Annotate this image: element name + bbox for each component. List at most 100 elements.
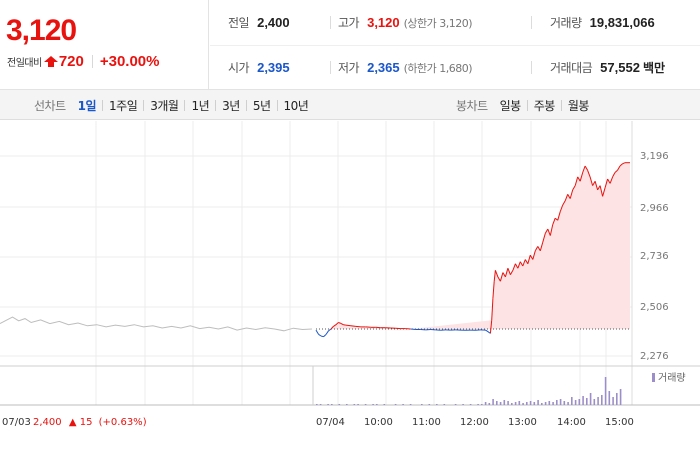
amount-value: 57,552 — [600, 60, 640, 75]
volume-bar — [394, 404, 397, 405]
volume-bar — [514, 402, 517, 405]
volume-bar — [507, 401, 509, 405]
volume-bar — [484, 402, 487, 405]
volume-bar — [518, 401, 521, 405]
candle-chart-title: 봉차트 — [456, 98, 488, 113]
candle-monthly[interactable]: 월봉 — [567, 98, 590, 113]
price-segment-up — [532, 250, 536, 260]
volume-bar — [503, 400, 506, 405]
row-divider — [210, 45, 700, 46]
volume-cell: 거래량 19,831,066 — [550, 0, 655, 45]
volume-bar — [327, 404, 329, 405]
volume-bar — [604, 377, 607, 405]
volume-bar — [522, 403, 524, 405]
volume-bar — [511, 403, 513, 405]
price-segment-up — [587, 170, 591, 178]
volume-bar — [353, 404, 356, 405]
volume-bar — [616, 393, 618, 405]
price-segment-up — [514, 263, 519, 269]
high-value: 3,120 — [367, 15, 400, 30]
volume-bar — [574, 400, 577, 405]
x-tick-label: 11:00 — [412, 417, 441, 428]
volume-bar — [421, 404, 423, 405]
price-segment-up — [499, 272, 504, 282]
divider — [215, 99, 217, 111]
range-5y[interactable]: 5년 — [252, 98, 271, 113]
divider — [560, 99, 562, 111]
price-segment-up — [507, 268, 511, 275]
price-segment-up — [489, 320, 493, 334]
price-segment-up — [519, 261, 524, 267]
volume-legend: 거래량 — [652, 372, 686, 384]
volume-bar — [586, 398, 588, 405]
price-segment-up — [494, 270, 499, 278]
price-segment-up — [559, 204, 564, 212]
price-segment-up — [579, 172, 584, 182]
volume-bar — [526, 402, 528, 405]
price-segment-up — [524, 259, 529, 265]
prev-day-close: 2,400 — [33, 417, 62, 428]
price-series — [0, 162, 630, 338]
change-amount: 720 — [58, 53, 84, 70]
volume-bar — [571, 397, 573, 405]
candle-weekly[interactable]: 주봉 — [533, 98, 556, 113]
price-segment-up — [522, 259, 526, 267]
intraday-price-chart: 3,196 2,966 2,736 2,506 2,276 거래량 07/03 … — [0, 121, 700, 428]
low-value: 2,365 — [367, 60, 400, 75]
range-3m[interactable]: 3개월 — [150, 98, 179, 113]
price-segment-up — [604, 178, 609, 188]
price-segment-up — [614, 169, 618, 173]
upper-limit: (상한가 3,120) — [403, 16, 473, 30]
stock-summary: 3,120 전일대비 720 +30.00% 전일 2,400 고가 3,120… — [0, 0, 700, 90]
volume-bar — [552, 402, 554, 405]
prev-day-arrow: ▲ — [69, 417, 77, 428]
volume-legend-label: 거래량 — [658, 372, 686, 384]
range-1d[interactable]: 1일 — [77, 98, 97, 113]
volume-bar — [376, 404, 378, 405]
volume-bar — [544, 402, 547, 405]
low-label: 저가 — [338, 61, 360, 75]
price-segment-up — [539, 241, 544, 251]
volume-bar — [612, 397, 614, 405]
divider — [526, 99, 528, 111]
volume-bar — [357, 404, 359, 405]
volume-bar — [578, 399, 581, 405]
volume-bar — [316, 404, 318, 405]
candle-daily[interactable]: 일봉 — [499, 98, 522, 113]
y-axis-ticks: 3,196 2,966 2,736 2,506 2,276 — [640, 151, 669, 362]
x-axis-ticks: 07/03 07/04 10:00 11:00 12:00 13:00 14:0… — [2, 417, 634, 428]
prev-close-value: 2,400 — [257, 15, 290, 30]
y-tick-label: 2,736 — [640, 251, 669, 262]
change-rate: +30.00% — [99, 53, 160, 70]
range-1w[interactable]: 1주일 — [109, 98, 138, 113]
volume-bar — [556, 400, 558, 405]
price-segment-up — [567, 194, 571, 199]
price-segment-up — [544, 228, 549, 234]
volume-bar — [601, 395, 603, 405]
lower-limit: (하한가 1,680) — [403, 61, 473, 75]
volume-bar — [589, 393, 592, 405]
price-segment-up — [355, 325, 361, 328]
range-10y[interactable]: 10년 — [283, 98, 309, 113]
range-1y[interactable]: 1년 — [191, 98, 210, 113]
rise-area — [331, 162, 630, 329]
volume-bar — [481, 404, 483, 405]
range-3y[interactable]: 3년 — [222, 98, 240, 113]
divider — [91, 55, 93, 68]
prev-day-info: 2,400 ▲ 15 (+0.63%) — [33, 417, 147, 428]
price-segment-up — [517, 261, 521, 269]
price-segment-up — [582, 165, 586, 173]
price-segment-up — [589, 176, 594, 186]
price-segment-up — [330, 326, 334, 330]
candle-chart-ranges: 봉차트 일봉 주봉 월봉 — [456, 90, 589, 120]
x-tick-label: 07/03 — [2, 417, 31, 428]
volume-bar — [537, 400, 539, 405]
chart-grid — [0, 121, 700, 406]
price-segment-up — [612, 172, 616, 178]
x-tick-label: 12:00 — [460, 417, 489, 428]
volume-bar — [319, 404, 322, 405]
price-segment-up — [622, 162, 626, 165]
price-segment-up — [537, 246, 541, 252]
amount-label: 거래대금 — [550, 61, 593, 75]
volume-bar — [372, 404, 374, 405]
